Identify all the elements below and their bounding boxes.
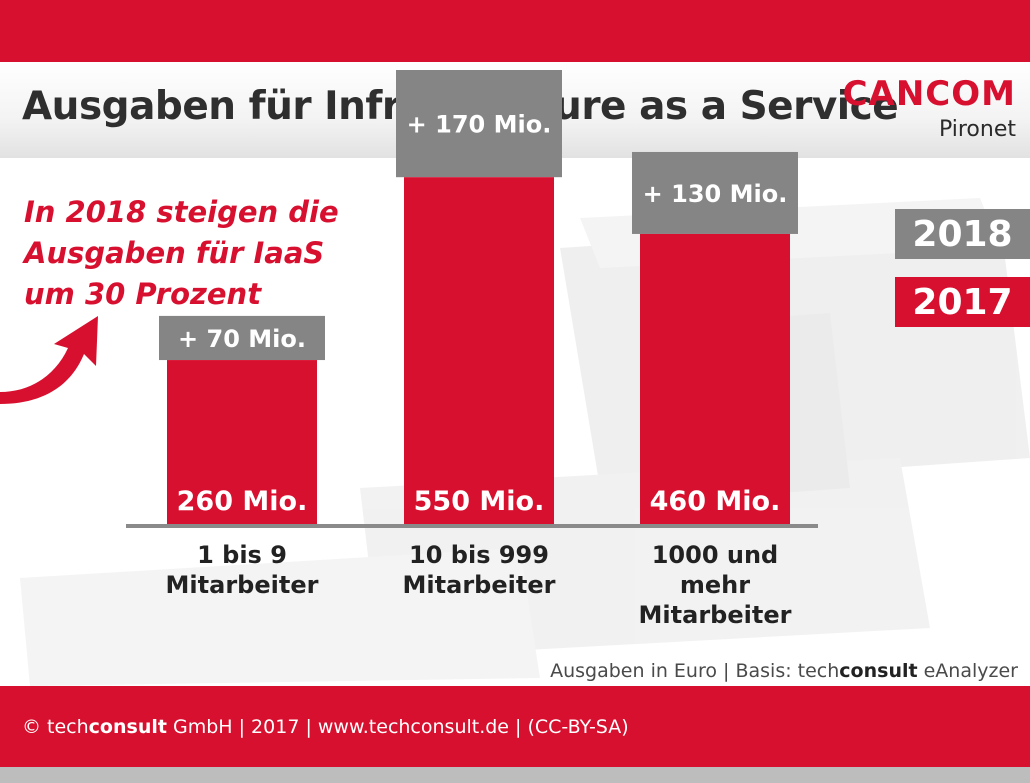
category-label-line: Mitarbeiter — [165, 571, 319, 599]
bar-2018-increase — [159, 315, 325, 361]
curved-arrow-icon — [0, 316, 98, 404]
category-label: 1000 und mehr Mitarbeiter — [620, 540, 810, 630]
footer-bar — [0, 686, 1030, 767]
source-prefix: Ausgaben in Euro | Basis: tech — [550, 660, 840, 682]
bar-2018-increase — [632, 151, 798, 234]
bar-2017 — [167, 360, 317, 524]
data-label-base: 460 Mio. — [650, 486, 781, 517]
bottom-strip — [0, 767, 1030, 783]
category-label-line: 1000 und mehr — [651, 541, 779, 599]
footer-brand: consult — [88, 716, 167, 738]
category-label-line: 1 bis 9 — [197, 541, 287, 569]
source-brand: consult — [839, 660, 918, 682]
source-note: Ausgaben in Euro | Basis: techconsult eA… — [550, 660, 1018, 682]
footer-copyright: © techconsult GmbH | 2017 | www.techcons… — [22, 716, 629, 738]
banknote-stack-left — [20, 548, 540, 686]
category-label-line: Mitarbeiter — [638, 601, 792, 629]
category-label-line: Mitarbeiter — [402, 571, 556, 599]
source-suffix: eAnalyzer — [917, 660, 1018, 682]
callout-line: Ausgaben für IaaS — [24, 236, 325, 270]
callout-line: In 2018 steigen die — [24, 195, 339, 229]
data-label-increase: + 70 Mio. — [178, 325, 306, 353]
category-label: 1 bis 9 Mitarbeiter — [147, 540, 337, 600]
bar-2017 — [404, 177, 554, 524]
legend-item-2017: 2017 — [895, 277, 1030, 327]
cancom-logo: CANCOM — [842, 74, 1016, 114]
callout-line: um 30 Prozent — [24, 277, 262, 311]
x-axis-baseline — [126, 524, 818, 528]
pironet-logo: Pironet — [938, 117, 1016, 142]
data-label-base: 260 Mio. — [177, 486, 308, 517]
category-label: 10 bis 999 Mitarbeiter — [384, 540, 574, 600]
category-label-line: 10 bis 999 — [409, 541, 549, 569]
data-label-increase: + 130 Mio. — [643, 180, 788, 208]
legend-item-2018: 2018 — [895, 209, 1030, 259]
bar-2018-increase — [396, 70, 562, 178]
footer-prefix: © tech — [22, 716, 89, 738]
footer-suffix: GmbH | 2017 | www.techconsult.de | (CC-B… — [166, 716, 629, 738]
top-bar — [0, 0, 1030, 62]
callout-text: In 2018 steigen die Ausgaben für IaaS um… — [24, 192, 354, 315]
data-label-base: 550 Mio. — [414, 486, 545, 517]
data-label-increase: + 170 Mio. — [407, 111, 552, 139]
bar-2017 — [640, 233, 790, 524]
